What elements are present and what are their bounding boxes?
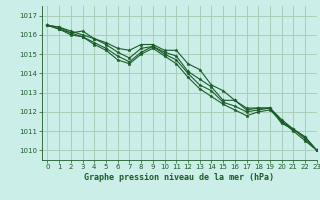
X-axis label: Graphe pression niveau de la mer (hPa): Graphe pression niveau de la mer (hPa) [84,173,274,182]
